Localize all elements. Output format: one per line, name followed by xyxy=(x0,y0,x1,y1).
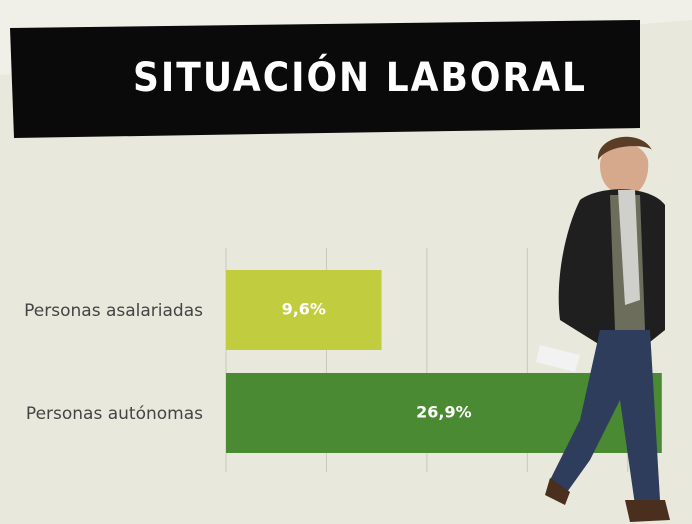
jeans xyxy=(550,330,660,505)
papers xyxy=(536,345,580,372)
bar xyxy=(226,270,382,350)
scarf xyxy=(618,190,640,305)
value-label: 9,6% xyxy=(282,300,326,319)
chart-title: SITUACIÓN LABORAL xyxy=(133,53,587,101)
title-banner xyxy=(10,20,640,138)
person-photo xyxy=(536,136,670,522)
category-label: Personas autónomas xyxy=(26,404,203,424)
head xyxy=(600,143,649,195)
category-label: Personas asalariadas xyxy=(24,301,203,321)
hair xyxy=(597,136,652,160)
shoe xyxy=(625,500,670,522)
shoe xyxy=(545,478,570,505)
value-label: 26,9% xyxy=(416,403,472,422)
